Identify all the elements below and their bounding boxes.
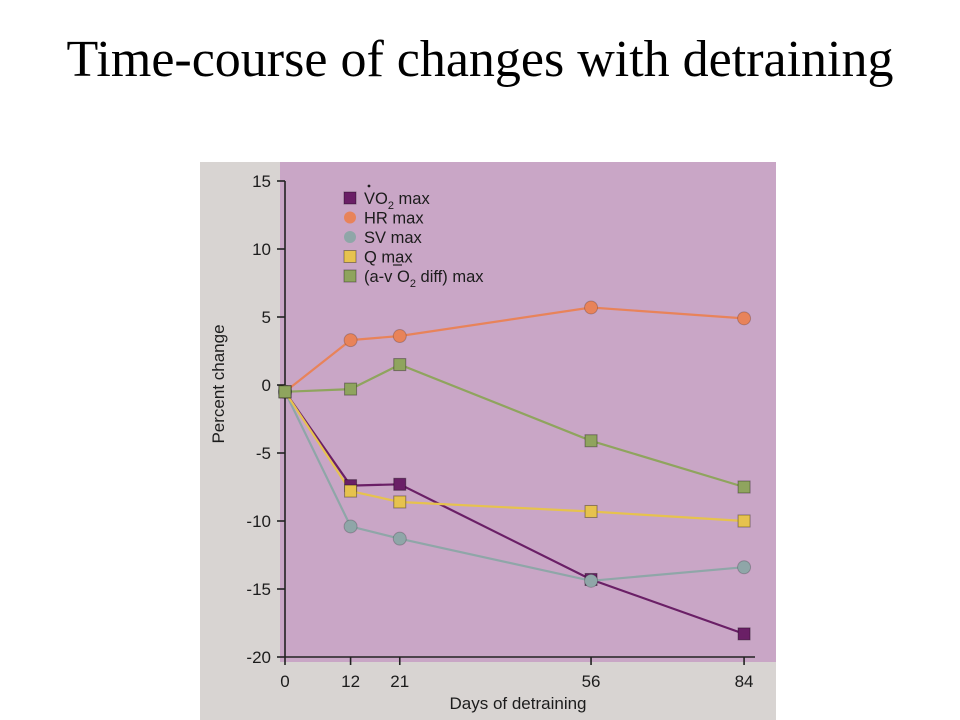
overdot-mark — [367, 184, 371, 188]
legend-label: HR max — [364, 210, 424, 228]
data-point — [344, 382, 358, 396]
data-point — [392, 329, 407, 344]
y-tick-label: 5 — [262, 308, 271, 327]
y-tick-label: -5 — [256, 444, 271, 463]
legend-label: Q max — [364, 249, 413, 267]
data-point — [737, 480, 751, 494]
data-point — [393, 358, 407, 372]
legend-label: (a-v O2 diff) max — [364, 268, 484, 290]
x-axis-label: Days of detraining — [449, 694, 586, 713]
y-tick-label: 0 — [262, 376, 271, 395]
y-tick-label: -20 — [246, 648, 271, 667]
data-point — [737, 627, 751, 641]
x-tick-label: 21 — [390, 672, 409, 691]
x-tick-label: 12 — [341, 672, 360, 691]
data-point — [343, 519, 358, 534]
data-point — [584, 300, 599, 315]
data-point — [737, 311, 752, 326]
legend-label: SV max — [364, 229, 423, 247]
data-point — [344, 484, 358, 498]
legend-marker — [344, 231, 356, 243]
chart-figure: 15 10 5 0 -5 -10 -15 -20 0 12 21 56 84 VO2 max HR ma… — [200, 162, 776, 720]
data-point — [393, 495, 407, 509]
y-axis: 15 10 5 0 -5 -10 -15 -20 — [246, 172, 286, 667]
legend-marker — [343, 191, 357, 205]
y-tick-label: 10 — [252, 240, 271, 259]
y-tick-label: -10 — [246, 512, 271, 531]
data-point — [393, 477, 407, 491]
series-markers — [278, 300, 752, 641]
x-tick-label: 0 — [280, 672, 289, 691]
data-point — [343, 333, 358, 348]
data-point — [737, 514, 751, 528]
legend-label: VO2 max — [364, 190, 430, 212]
data-point — [392, 531, 407, 546]
y-tick-label: 15 — [252, 172, 271, 191]
x-axis: 0 12 21 56 84 — [280, 656, 755, 691]
legend-marker — [344, 211, 356, 224]
data-point — [584, 504, 598, 518]
y-tick-label: -15 — [246, 580, 271, 599]
x-tick-label: 56 — [582, 672, 601, 691]
data-point — [584, 434, 598, 448]
x-tick-label: 84 — [735, 672, 754, 691]
data-point — [737, 560, 752, 575]
slide-title: Time-course of changes with detraining — [66, 31, 894, 88]
y-axis-label: Percent change — [209, 324, 228, 443]
legend-marker — [343, 250, 357, 263]
data-point — [278, 385, 292, 399]
plot-background — [280, 162, 776, 662]
data-point — [584, 573, 599, 588]
legend-marker — [343, 269, 357, 283]
